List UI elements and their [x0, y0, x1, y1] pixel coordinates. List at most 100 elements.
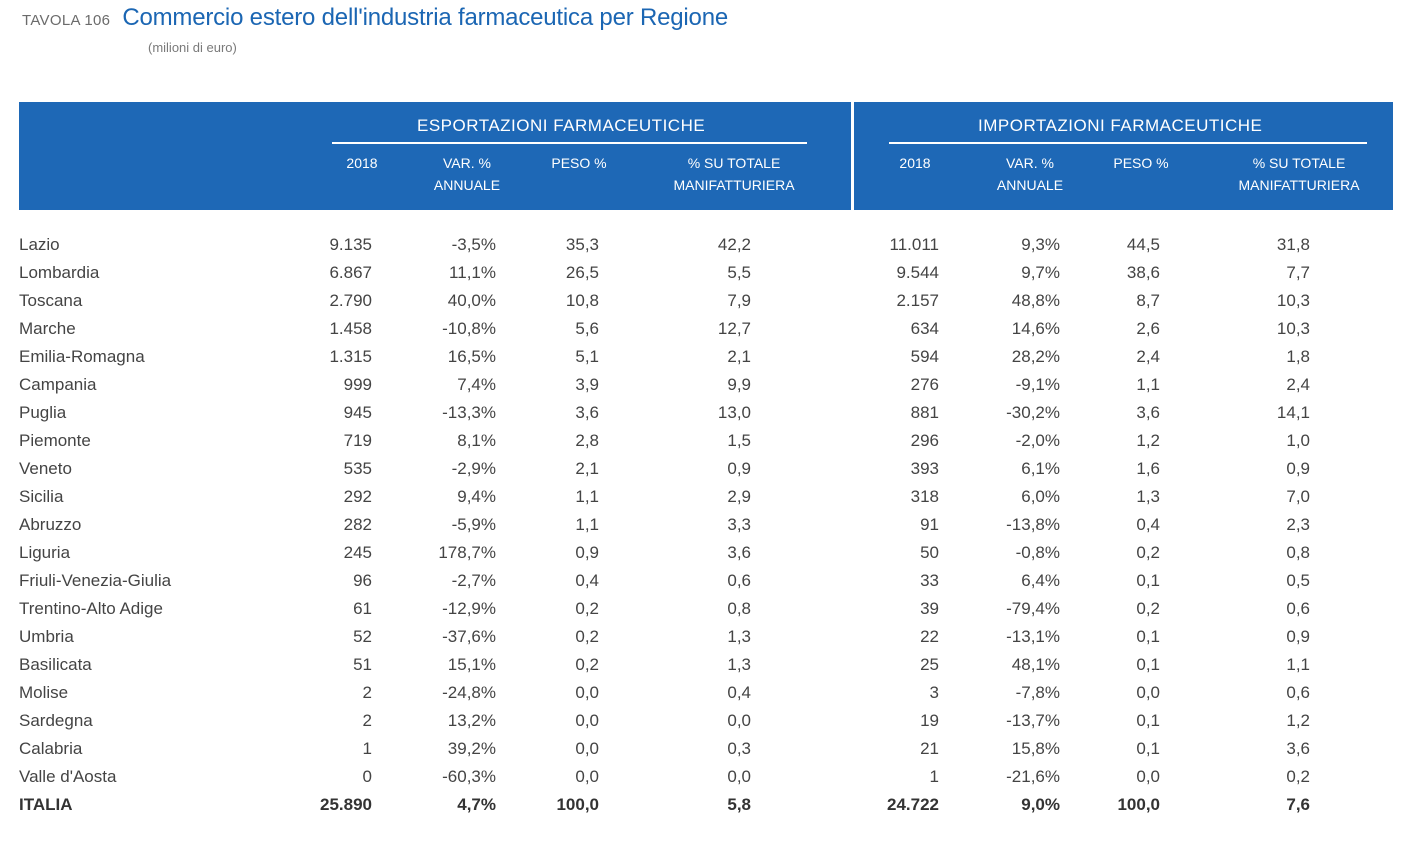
import-2018-cell: 19: [920, 711, 939, 730]
import-peso-cell: 1,6: [1136, 459, 1160, 478]
import-var-cell: 28,2%: [1011, 347, 1060, 366]
col-import-var-line1: VAR. %: [1006, 155, 1054, 171]
export-tot-cell: 2,9: [727, 487, 751, 506]
export-2018-cell: 25.890: [320, 795, 372, 814]
import-2018-cell: 393: [910, 459, 939, 478]
import-var-cell: -21,6%: [1006, 767, 1060, 786]
import-var-cell: -0,8%: [1015, 543, 1060, 562]
import-var-cell: -7,8%: [1015, 683, 1060, 702]
export-2018-cell: 535: [343, 459, 372, 478]
col-import-2018: 2018: [899, 155, 931, 171]
import-2018-cell: 9.544: [896, 263, 939, 282]
table-row: Friuli-Venezia-Giulia 96 -2,7% 0,4 0,6 33 6,4%…: [19, 567, 1310, 595]
region-cell: Campania: [19, 375, 97, 394]
export-tot-cell: 5,8: [727, 795, 751, 814]
export-peso-cell: 0,9: [575, 543, 599, 562]
import-peso-cell: 1,3: [1136, 487, 1160, 506]
import-2018-cell: 296: [910, 431, 939, 450]
export-header-group: ESPORTAZIONI FARMACEUTICHE 2018 VAR. % A…: [19, 102, 851, 210]
import-var-cell: 6,4%: [1021, 571, 1060, 590]
import-peso-cell: 0,1: [1136, 627, 1160, 646]
table-row: Toscana 2.790 40,0% 10,8 7,9 2.157 48,8% 8,7 10,…: [19, 287, 1310, 315]
data-table: Lazio 9.135 -3,5% 35,3 42,2 11.011 9,3% 44,5 31,…: [19, 231, 1310, 819]
region-cell: Liguria: [19, 543, 71, 562]
import-2018-cell: 594: [910, 347, 939, 366]
export-var-cell: 13,2%: [447, 711, 496, 730]
import-peso-cell: 0,1: [1136, 739, 1160, 758]
region-cell: Lazio: [19, 235, 60, 254]
export-var-cell: 40,0%: [447, 291, 496, 310]
export-tot-cell: 0,8: [727, 599, 751, 618]
export-var-cell: 4,7%: [457, 795, 496, 814]
total-row: ITALIA 25.890 4,7% 100,0 5,8 24.722 9,0% 100,0 7…: [19, 791, 1310, 819]
import-2018-cell: 1: [929, 767, 939, 786]
export-2018-cell: 2: [362, 711, 372, 730]
export-tot-cell: 3,6: [727, 543, 751, 562]
export-peso-cell: 0,0: [575, 683, 599, 702]
export-2018-cell: 1.458: [329, 319, 372, 338]
region-cell: Calabria: [19, 739, 83, 758]
export-var-cell: 178,7%: [438, 543, 496, 562]
import-tot-cell: 0,5: [1286, 571, 1310, 590]
export-2018-cell: 292: [343, 487, 372, 506]
import-peso-cell: 0,4: [1136, 515, 1160, 534]
col-import-tot-line1: % SU TOTALE: [1252, 155, 1346, 171]
region-cell: Sicilia: [19, 487, 64, 506]
import-2018-cell: 276: [910, 375, 939, 394]
export-var-cell: 15,1%: [447, 655, 496, 674]
col-export-tot-line1: % SU TOTALE: [687, 155, 781, 171]
export-2018-cell: 1: [362, 739, 372, 758]
import-tot-cell: 0,2: [1286, 767, 1310, 786]
import-2018-cell: 634: [910, 319, 939, 338]
import-header-rule: [889, 142, 1367, 144]
export-peso-cell: 35,3: [565, 235, 599, 254]
import-tot-cell: 2,4: [1286, 375, 1310, 394]
import-2018-cell: 33: [920, 571, 939, 590]
import-tot-cell: 7,0: [1286, 487, 1310, 506]
export-var-cell: -2,7%: [451, 571, 496, 590]
import-2018-cell: 318: [910, 487, 939, 506]
region-cell: Friuli-Venezia-Giulia: [19, 571, 172, 590]
import-2018-cell: 22: [920, 627, 939, 646]
export-tot-cell: 1,3: [727, 627, 751, 646]
export-tot-cell: 9,9: [727, 375, 751, 394]
col-import-tot: % SU TOTALE MANIFATTURIERA: [1224, 152, 1374, 196]
import-tot-cell: 0,8: [1286, 543, 1310, 562]
region-cell: Marche: [19, 319, 76, 338]
export-2018-cell: 96: [353, 571, 372, 590]
import-peso-cell: 0,1: [1136, 655, 1160, 674]
export-tot-cell: 0,3: [727, 739, 751, 758]
import-peso-cell: 0,1: [1136, 571, 1160, 590]
export-peso-cell: 3,6: [575, 403, 599, 422]
export-peso-cell: 5,1: [575, 347, 599, 366]
export-var-cell: -24,8%: [442, 683, 496, 702]
import-2018-cell: 2.157: [896, 291, 939, 310]
import-tot-cell: 10,3: [1276, 291, 1310, 310]
import-tot-cell: 1,8: [1286, 347, 1310, 366]
region-cell: Sardegna: [19, 711, 93, 730]
import-tot-cell: 0,9: [1286, 627, 1310, 646]
export-tot-cell: 3,3: [727, 515, 751, 534]
import-var-cell: 15,8%: [1011, 739, 1060, 758]
import-tot-cell: 31,8: [1276, 235, 1310, 254]
table-body: Lazio 9.135 -3,5% 35,3 42,2 11.011 9,3% 44,5 31,…: [19, 231, 1310, 819]
table-row: Sicilia 292 9,4% 1,1 2,9 318 6,0% 1,3 7,0: [19, 483, 1310, 511]
table-number: TAVOLA 106: [22, 12, 111, 29]
import-tot-cell: 14,1: [1276, 403, 1310, 422]
export-var-cell: 39,2%: [447, 739, 496, 758]
export-peso-cell: 100,0: [556, 795, 599, 814]
import-peso-cell: 0,0: [1136, 683, 1160, 702]
import-2018-cell: 91: [920, 515, 939, 534]
import-2018-cell: 11.011: [889, 235, 939, 254]
export-peso-cell: 0,0: [575, 739, 599, 758]
export-peso-cell: 0,0: [575, 711, 599, 730]
import-2018-cell: 50: [920, 543, 939, 562]
export-tot-cell: 1,3: [727, 655, 751, 674]
table-row: Piemonte 719 8,1% 2,8 1,5 296 -2,0% 1,2 1,0: [19, 427, 1310, 455]
col-export-tot-line2: MANIFATTURIERA: [673, 177, 795, 193]
region-cell: Valle d'Aosta: [19, 767, 117, 786]
import-var-cell: 48,1%: [1011, 655, 1060, 674]
import-2018-cell: 25: [920, 655, 939, 674]
export-tot-cell: 7,9: [727, 291, 751, 310]
table-row: Umbria 52 -37,6% 0,2 1,3 22 -13,1% 0,1 0,9: [19, 623, 1310, 651]
